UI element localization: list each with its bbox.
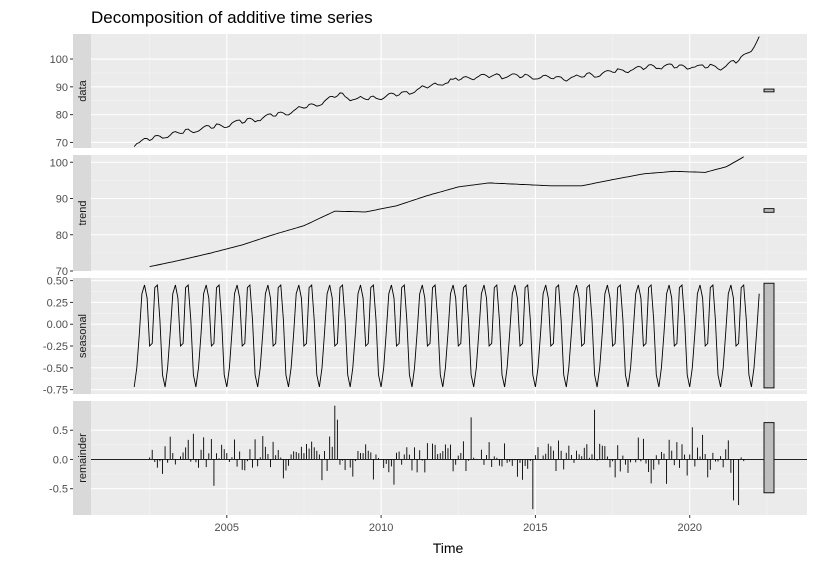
x-tick-label: 2005	[215, 522, 239, 534]
panel-background	[91, 401, 807, 515]
y-tick-label: -0.5	[49, 484, 68, 496]
scale-bar-seasonal	[763, 282, 775, 389]
y-tick-label: 0.0	[53, 454, 68, 466]
y-tick-label: 100	[50, 54, 68, 66]
x-axis-title: Time	[433, 540, 464, 556]
y-tick-label: 0.5	[53, 425, 68, 437]
panel-background	[91, 34, 807, 148]
y-tick-label: 70	[56, 266, 68, 278]
x-axis: 2005 2010 2015 2020	[215, 515, 702, 534]
strip-label-remainder: remainder	[77, 433, 89, 483]
y-tick-label: 0.25	[47, 297, 68, 309]
y-tick-label: 80	[56, 230, 68, 242]
y-tick-label: 100	[50, 157, 68, 169]
strip-label-data: data	[77, 79, 89, 101]
strip-label-trend: trend	[77, 200, 89, 225]
y-tick-label: 90	[56, 82, 68, 94]
x-tick-label: 2020	[677, 522, 701, 534]
panel-remainder: remainder -0.5 0.0 0.5	[49, 401, 807, 515]
series-line-seasonal	[133, 283, 760, 388]
series-line-trend	[149, 156, 744, 268]
y-tick-label: 90	[56, 194, 68, 206]
strip-data	[73, 34, 91, 148]
y-tick-label: 0.50	[47, 276, 68, 288]
y-tick-label: 80	[56, 110, 68, 122]
y-tick-label: 0.00	[47, 319, 68, 331]
scale-bar-trend	[763, 208, 775, 213]
panel-data: data 70 80 90 100	[50, 34, 807, 149]
chart-title: Decomposition of additive time series	[91, 8, 373, 27]
panel-trend: trend 70 80 90 100	[50, 155, 807, 278]
strip-trend	[73, 155, 91, 271]
y-tick-label: -0.50	[43, 363, 68, 375]
scale-bar-remainder	[763, 422, 775, 494]
panels-layer: data 70 80 90 100 trend 70 80 90 100 seasonal -0.75…	[43, 34, 807, 515]
scale-bar-data	[763, 88, 775, 93]
strip-seasonal	[73, 278, 91, 394]
y-tick-label: -0.25	[43, 341, 68, 353]
panel-seasonal: seasonal -0.75 -0.50 -0.25 0.00 0.25 0.50	[43, 276, 807, 397]
y-tick-label: 70	[56, 137, 68, 149]
panel-background	[91, 278, 807, 394]
y-tick-label: -0.75	[43, 385, 68, 397]
strip-label-seasonal: seasonal	[77, 314, 89, 358]
series-line-data	[133, 36, 760, 147]
x-tick-label: 2015	[523, 522, 547, 534]
x-tick-label: 2010	[369, 522, 393, 534]
strip-remainder	[73, 401, 91, 515]
panel-background	[91, 155, 807, 271]
